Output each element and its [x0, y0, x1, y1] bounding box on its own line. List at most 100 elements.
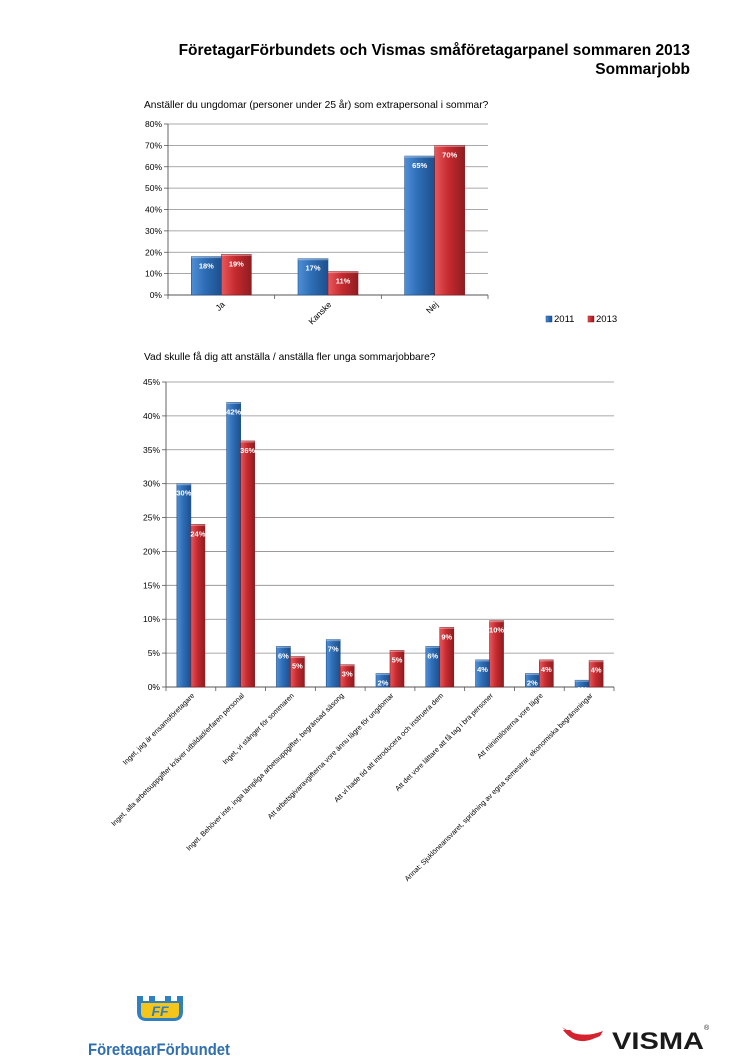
page-subtitle: Sommarjobb [595, 61, 690, 78]
bar-highlight [525, 673, 540, 676]
bar-highlight [589, 660, 604, 663]
visma-swoosh-upper [562, 1027, 603, 1040]
legend-label: 2013 [596, 314, 617, 325]
data-label: 6% [427, 651, 438, 660]
foretagarforbundet-logo: FF FöretagarFörbundet [88, 996, 230, 1056]
data-label: 1% [577, 685, 588, 694]
bar-2013 [190, 524, 206, 688]
bar-highlight [439, 627, 454, 629]
bar-highlight [425, 646, 440, 648]
y-tick-label: 30% [143, 479, 160, 489]
category-label: Ja [213, 299, 227, 313]
y-tick-label: 15% [143, 580, 160, 590]
bar-highlight [176, 483, 191, 486]
legend-label: 2011 [554, 314, 574, 325]
y-tick-label: 30% [145, 226, 162, 236]
y-tick-label: 10% [145, 269, 162, 279]
bar-2013 [339, 664, 355, 688]
bar-highlight [226, 402, 241, 404]
data-label: 11% [336, 276, 351, 285]
bar-2013 [434, 145, 465, 296]
bar-highlight [390, 650, 404, 652]
y-tick-label: 50% [145, 183, 162, 193]
data-label: 4% [541, 665, 552, 674]
legend: 2011 2013 [545, 314, 617, 325]
bar-2011 [191, 256, 222, 296]
bar-highlight [489, 620, 504, 623]
y-tick-label: 20% [145, 247, 162, 257]
data-label: 5% [392, 655, 403, 664]
bar-highlight [191, 256, 222, 259]
bar-2013 [489, 620, 504, 688]
bar-highlight [240, 440, 255, 443]
category-label: Att det vore lättare att få tag i bra pe… [393, 691, 495, 793]
y-tick-label: 60% [145, 162, 162, 172]
legend-swatch [545, 315, 553, 323]
bar-highlight [340, 664, 355, 667]
registered-mark: ® [704, 1024, 710, 1032]
bar-highlight [539, 659, 554, 662]
emblem-inner [141, 1003, 179, 1018]
category-label: Nej [424, 299, 440, 315]
data-label: 4% [477, 665, 488, 674]
bar-2013 [439, 627, 455, 688]
bar-2011 [325, 639, 341, 688]
chart-2: Vad skulle få dig att anställa / anställ… [109, 351, 615, 883]
y-tick-label: 80% [145, 119, 162, 129]
visma-wordmark: VISMA [612, 1028, 704, 1055]
bar-highlight [404, 156, 435, 158]
page-title: FöretagarFörbundets och Vismas småföreta… [178, 42, 690, 59]
data-label: 6% [278, 651, 289, 660]
data-label: 42% [226, 407, 241, 416]
bar-highlight [276, 646, 291, 648]
bar-highlight [221, 254, 252, 256]
y-tick-label: 35% [143, 445, 160, 455]
data-label: 18% [199, 262, 214, 271]
bar-highlight [376, 673, 390, 676]
bar-2013 [588, 660, 604, 688]
chart-1: Anställer du ungdomar (personer under 25… [144, 99, 617, 326]
bar-2011 [176, 483, 192, 688]
bar-highlight [434, 145, 465, 147]
category-label: Att vi hade tid att introducera och inst… [332, 691, 445, 804]
data-label: 19% [229, 259, 244, 268]
bar-2013 [290, 656, 305, 688]
y-tick-label: 40% [145, 205, 162, 215]
bar-2013 [240, 440, 255, 688]
bar-2013 [221, 254, 252, 296]
category-label: Annat: Sjuklöneansvaret, spridning av eg… [403, 691, 595, 883]
data-label: 30% [176, 489, 191, 498]
visma-logo: VISMA ® [562, 1024, 710, 1055]
bar-highlight [475, 659, 490, 662]
bar-highlight [190, 524, 205, 526]
bar-highlight [575, 680, 590, 682]
chart-title: Vad skulle få dig att anställa / anställ… [144, 351, 436, 363]
y-tick-label: 40% [143, 411, 160, 421]
y-tick-label: 45% [143, 377, 160, 387]
bar-highlight [298, 258, 328, 261]
data-label: 2% [378, 678, 389, 687]
emblem-letters: FF [151, 1003, 169, 1019]
bar-2011 [404, 155, 435, 296]
data-label: 17% [305, 264, 320, 273]
bar-highlight [326, 639, 341, 642]
data-label: 70% [442, 150, 457, 159]
chart-title: Anställer du ungdomar (personer under 25… [144, 99, 489, 111]
data-label: 5% [292, 662, 303, 671]
legend-swatch [587, 315, 595, 323]
data-label: 9% [441, 632, 452, 641]
y-tick-label: 0% [150, 290, 163, 300]
y-tick-label: 25% [143, 513, 160, 523]
category-label: Kanske [306, 299, 333, 326]
data-label: 24% [190, 529, 205, 538]
bar-2011 [226, 402, 241, 688]
y-tick-label: 70% [145, 140, 162, 150]
bar-2013 [327, 271, 359, 296]
y-tick-label: 0% [148, 682, 161, 692]
data-label: 7% [328, 645, 339, 654]
data-label: 2% [527, 678, 538, 687]
data-label: 65% [412, 161, 427, 170]
y-tick-label: 20% [143, 546, 160, 556]
data-label: 3% [342, 670, 353, 679]
